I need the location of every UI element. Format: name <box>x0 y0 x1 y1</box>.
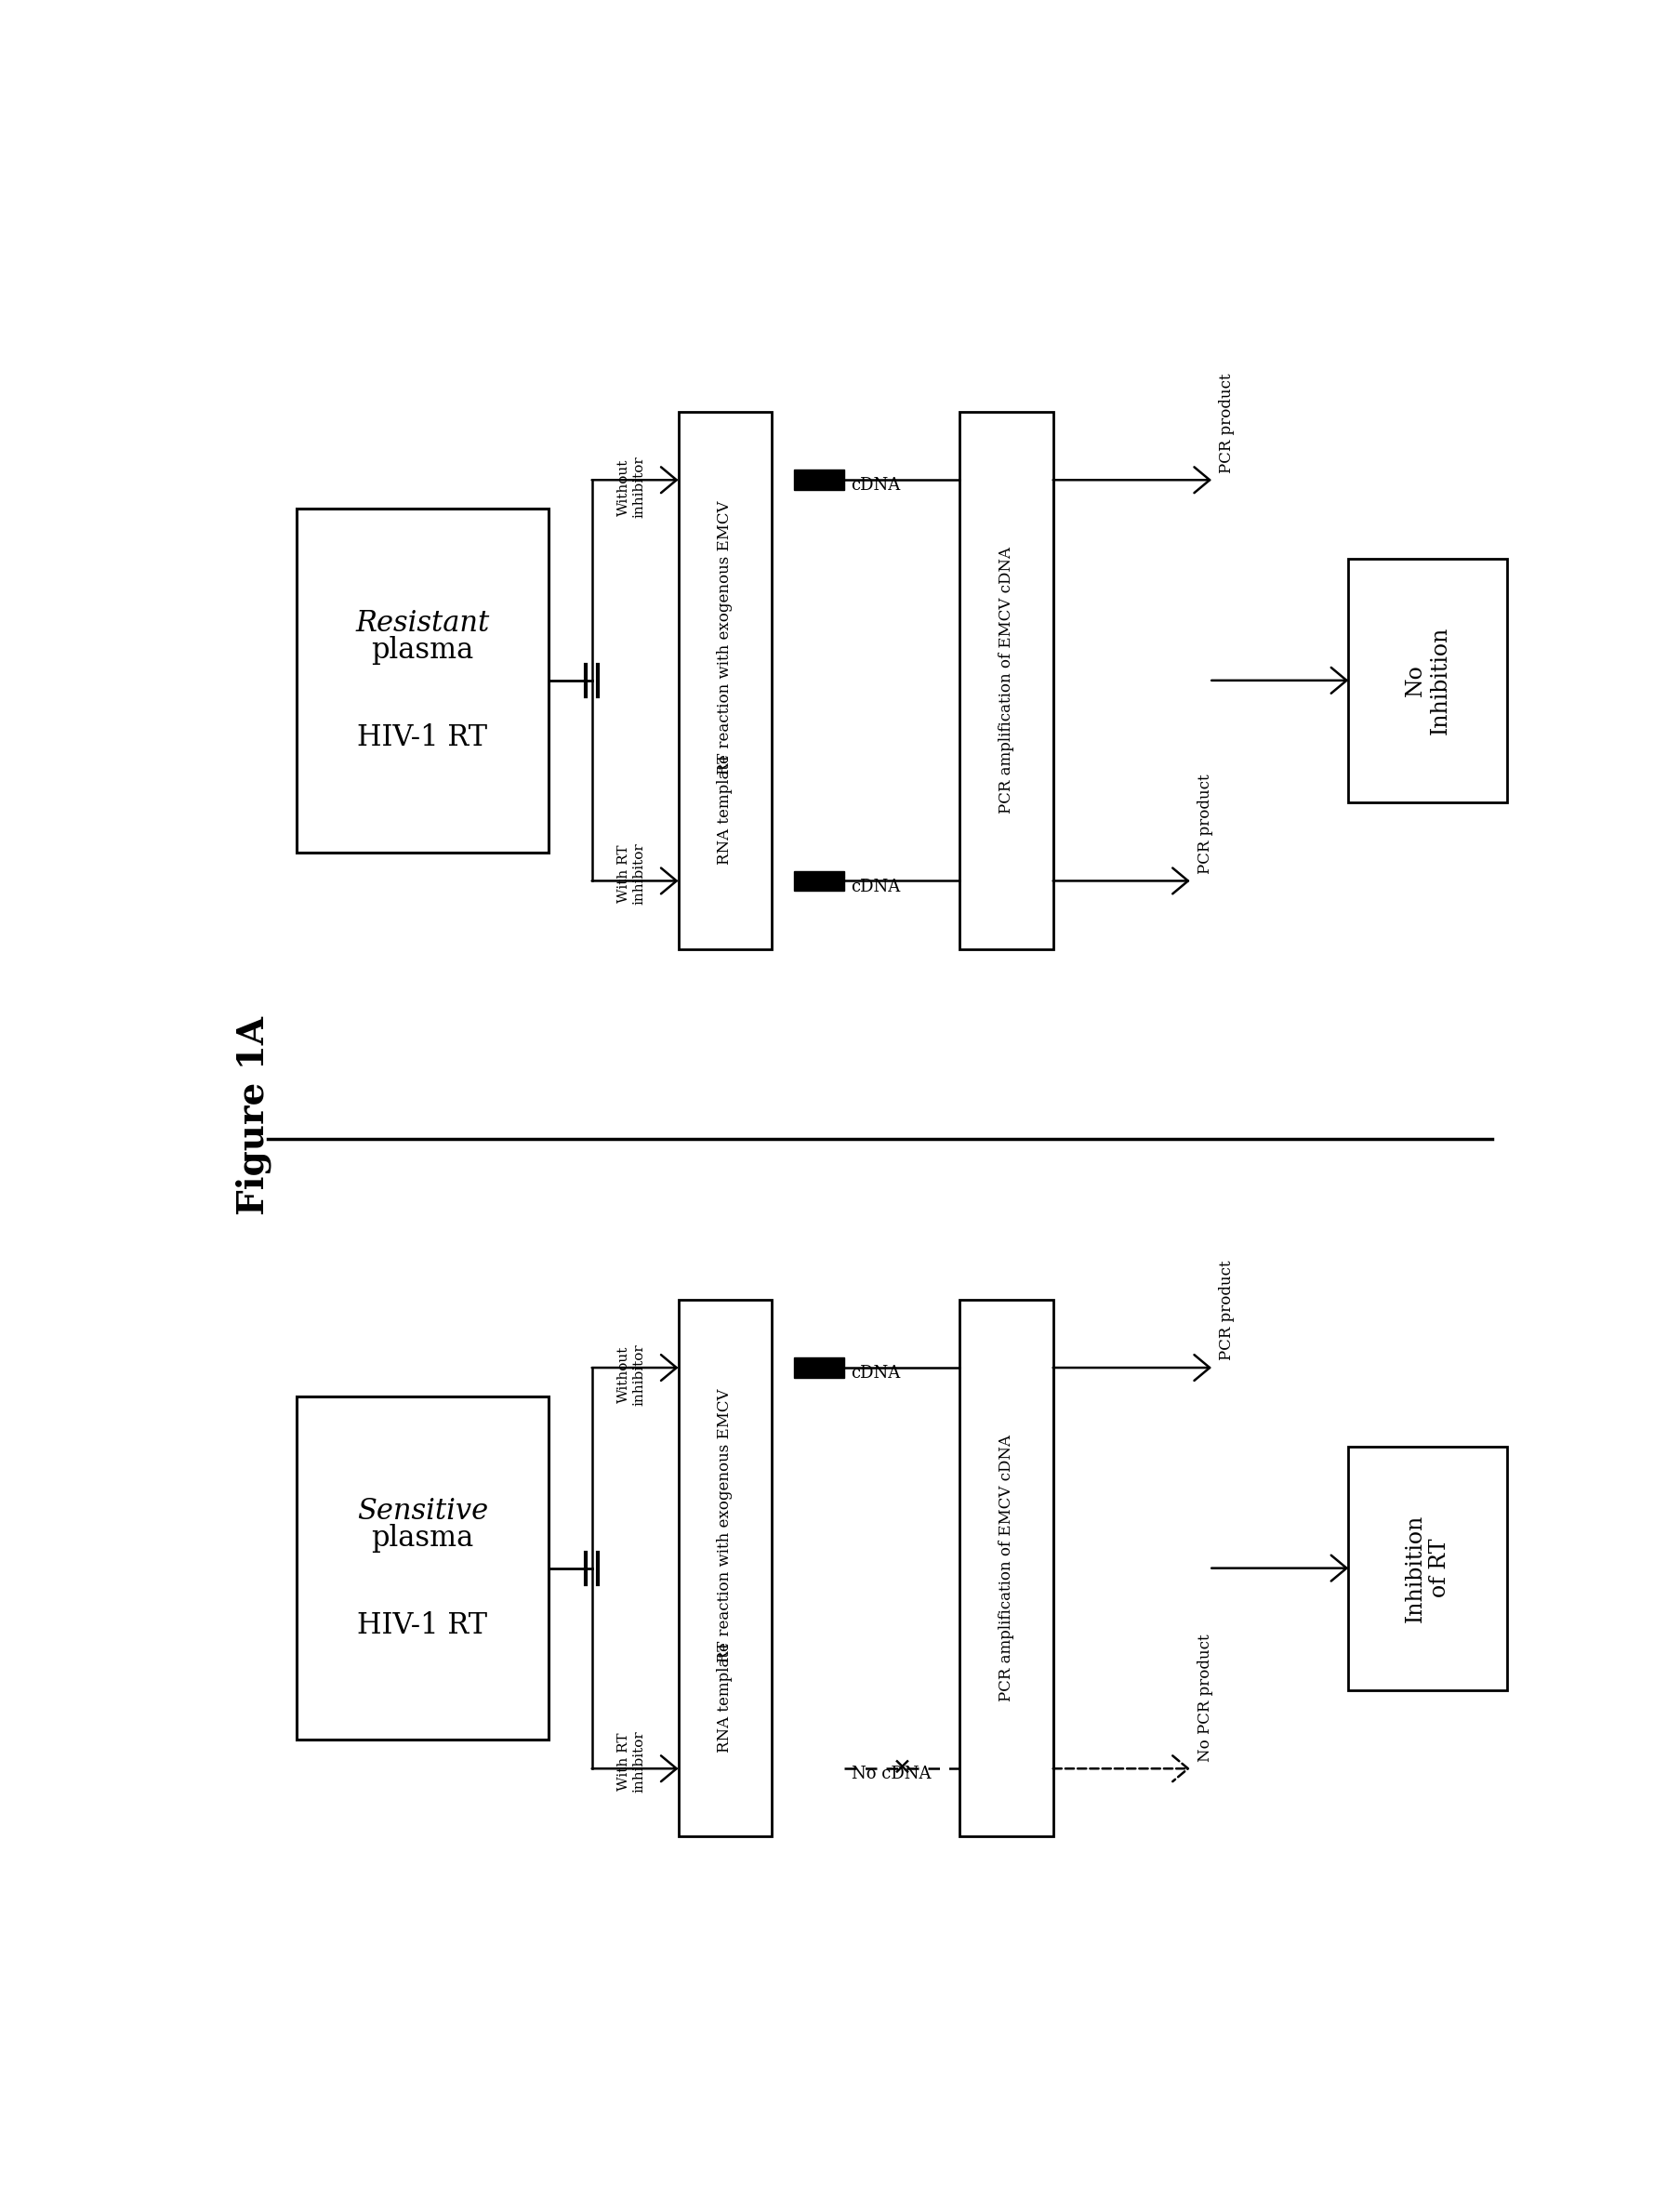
Text: cDNA: cDNA <box>852 1366 900 1381</box>
Text: Inhibition
of RT: Inhibition of RT <box>1404 1514 1452 1622</box>
Text: plasma: plasma <box>371 1523 474 1551</box>
Text: HIV-1 RT: HIV-1 RT <box>358 723 487 751</box>
Bar <box>793 1357 843 1377</box>
Text: HIV-1 RT: HIV-1 RT <box>358 1611 487 1640</box>
Text: RNA template: RNA template <box>717 1642 732 1753</box>
Text: RNA template: RNA template <box>717 754 732 864</box>
Text: RT reaction with exogenous EMCV: RT reaction with exogenous EMCV <box>717 1388 732 1662</box>
Text: Without
inhibitor: Without inhibitor <box>618 455 645 517</box>
Bar <box>679 1299 773 1837</box>
Text: Figure 1A: Figure 1A <box>235 1017 270 1216</box>
Text: PCR amplification of EMCV cDNA: PCR amplification of EMCV cDNA <box>998 548 1015 813</box>
Text: With RT
inhibitor: With RT inhibitor <box>618 842 645 904</box>
Bar <box>1349 1445 1507 1691</box>
Text: PCR amplification of EMCV cDNA: PCR amplification of EMCV cDNA <box>998 1434 1015 1702</box>
Text: ✕: ✕ <box>892 1757 912 1779</box>
Text: No
Inhibition: No Inhibition <box>1404 625 1452 734</box>
Text: Sensitive: Sensitive <box>356 1496 489 1525</box>
Text: PCR product: PCR product <box>1218 1260 1235 1361</box>
Text: PCR product: PCR product <box>1198 773 1213 873</box>
Bar <box>1349 559 1507 802</box>
Bar <box>679 411 773 948</box>
Text: PCR product: PCR product <box>1218 373 1235 473</box>
Text: RT reaction with exogenous EMCV: RT reaction with exogenous EMCV <box>717 499 732 773</box>
Text: No cDNA: No cDNA <box>852 1766 931 1783</box>
Bar <box>959 1299 1053 1837</box>
Bar <box>793 871 843 891</box>
Text: plasma: plasma <box>371 636 474 665</box>
Bar <box>296 1397 549 1739</box>
Text: cDNA: cDNA <box>852 477 900 495</box>
Text: With RT
inhibitor: With RT inhibitor <box>618 1730 645 1792</box>
Text: Without
inhibitor: Without inhibitor <box>618 1344 645 1406</box>
Bar <box>296 508 549 853</box>
Bar <box>959 411 1053 948</box>
Text: No PCR product: No PCR product <box>1198 1633 1213 1761</box>
Text: Resistant: Resistant <box>356 608 489 636</box>
Text: cDNA: cDNA <box>852 877 900 895</box>
Bar <box>793 471 843 491</box>
